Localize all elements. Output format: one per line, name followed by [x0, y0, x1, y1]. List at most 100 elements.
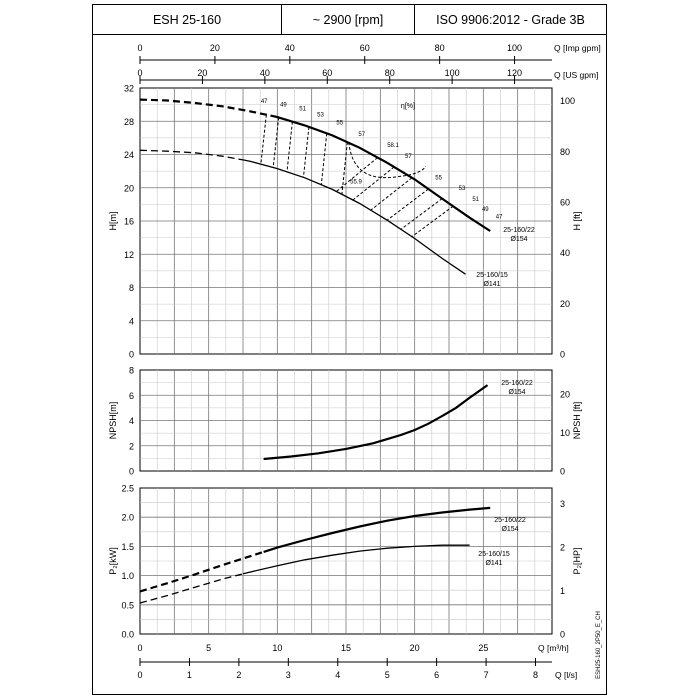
head-ytick-label: 28 [124, 117, 134, 127]
head-ytick-right-label: 80 [560, 147, 570, 157]
npsh-ytick-label: 4 [129, 416, 134, 426]
pump-curve-sheet: ESH 25-160 ~ 2900 [rpm] ISO 9906:2012 - … [92, 4, 607, 695]
head-ytick-right-label: 60 [560, 197, 570, 207]
imp-gpm-tick-label: 60 [360, 43, 370, 53]
imp-gpm-tick-label: 0 [137, 43, 142, 53]
power-label-15-name: 25-160/15 [478, 551, 510, 558]
power-ytick-right-label: 2 [560, 542, 565, 552]
imp-gpm-tick-label: 40 [285, 43, 295, 53]
npsh-ylabel-right: NPSH [ft] [572, 402, 582, 440]
power-ytick-label: 2.0 [121, 513, 134, 523]
m3h-tick-label: 15 [341, 643, 351, 653]
us-gpm-tick-label: 60 [322, 68, 332, 78]
npsh-curve-22 [263, 384, 489, 461]
head-ytick-right-label: 20 [560, 299, 570, 309]
ls-tick-label: 7 [484, 670, 489, 680]
head-ytick-label: 32 [124, 84, 134, 94]
power-ylabel-right: P₂[HP] [572, 548, 582, 575]
ls-tick-label: 3 [286, 670, 291, 680]
imp-gpm-tick-label: 20 [210, 43, 220, 53]
ls-tick-label: 8 [533, 670, 538, 680]
header-model: ESH 25-160 [93, 5, 282, 35]
npsh-ylabel: NPSH[m] [108, 402, 118, 440]
efficiency-label: 47 [496, 215, 503, 221]
head-ytick-right-label: 40 [560, 248, 570, 258]
power-curve-15 [242, 544, 470, 575]
ls-tick-label: 4 [335, 670, 340, 680]
m3h-tick-label: 0 [137, 643, 142, 653]
head-label-15-name: 25-160/15 [476, 272, 508, 279]
ls-tick-label: 6 [434, 670, 439, 680]
npsh-label-22-diameter: Ø154 [508, 389, 525, 396]
imp-gpm-axis-label: Q [Imp gpm] [554, 43, 601, 53]
efficiency-label: 55 [435, 175, 442, 181]
power-label-22-name: 25-160/22 [494, 517, 526, 524]
efficiency-iso-line [336, 157, 378, 192]
power-ytick-right-label: 1 [560, 586, 565, 596]
efficiency-label: 49 [280, 102, 287, 108]
efficiency-label: 57 [358, 132, 365, 138]
side-code: ESH25-160_2P50_E_CH [596, 611, 602, 679]
m3h-tick-label: 20 [410, 643, 420, 653]
efficiency-label: 53 [459, 186, 466, 192]
efficiency-iso-line [400, 198, 443, 230]
power-curve-22-dashed [139, 550, 264, 593]
npsh-label-22-name: 25-160/22 [501, 380, 533, 387]
power-curve-15-dashed [139, 573, 244, 604]
npsh-ytick-right-label: 0 [560, 467, 565, 477]
ls-tick-label: 5 [385, 670, 390, 680]
efficiency-label: 57 [405, 154, 412, 160]
npsh-ytick-label: 6 [129, 391, 134, 401]
head-curve-22-dashed [139, 98, 271, 117]
head-label-22-name: 25-160/22 [503, 227, 535, 234]
power-curve-22 [263, 506, 491, 553]
head-ytick-label: 16 [124, 217, 134, 227]
efficiency-best-loop [348, 141, 427, 179]
head-label-22-diameter: Ø154 [510, 236, 527, 243]
npsh-ytick-label: 8 [129, 366, 134, 376]
head-ytick-label: 20 [124, 183, 134, 193]
efficiency-iso-line [386, 188, 429, 221]
us-gpm-tick-label: 100 [445, 68, 460, 78]
us-gpm-tick-label: 40 [260, 68, 270, 78]
m3h-tick-label: 5 [206, 643, 211, 653]
efficiency-iso-line [302, 126, 310, 178]
power-ytick-label: 0.0 [121, 630, 134, 640]
power-ytick-label: 1.0 [121, 571, 134, 581]
efficiency-label: 53 [317, 112, 324, 118]
head-ytick-label: 8 [129, 283, 134, 293]
imp-gpm-tick-label: 100 [507, 43, 522, 53]
power-ytick-label: 2.5 [121, 484, 134, 494]
npsh-ytick-label: 0 [129, 467, 134, 477]
head-curve-15-dashed [139, 149, 244, 161]
head-ytick-label: 24 [124, 150, 134, 160]
ls-tick-label: 1 [187, 670, 192, 680]
m3h-axis-label: Q [m³/h] [538, 643, 569, 653]
efficiency-label: 47 [261, 99, 268, 105]
efficiency-label: 55 [336, 121, 343, 127]
head-curve-22 [270, 114, 491, 232]
power-ytick-right-label: 3 [560, 499, 565, 509]
head-ytick-right-label: 100 [560, 96, 575, 106]
head-ylabel-right: H [ft] [572, 211, 582, 230]
efficiency-label: 51 [472, 197, 479, 203]
efficiency-label: 51 [299, 106, 306, 112]
header-standard: ISO 9906:2012 - Grade 3B [415, 5, 606, 35]
ls-tick-label: 0 [137, 670, 142, 680]
efficiency-iso-line [370, 177, 413, 211]
m3h-tick-label: 25 [478, 643, 488, 653]
efficiency-iso-line [272, 117, 280, 168]
efficiency-iso-line [341, 142, 348, 195]
imp-gpm-tick-label: 80 [435, 43, 445, 53]
power-label-15-diameter: Ø141 [485, 560, 502, 567]
ls-tick-label: 2 [236, 670, 241, 680]
us-gpm-axis-label: Q [US gpm] [554, 70, 598, 80]
efficiency-label: 58.1 [387, 143, 399, 149]
us-gpm-tick-label: 80 [385, 68, 395, 78]
efficiency-iso-line [411, 205, 454, 238]
us-gpm-tick-label: 0 [137, 68, 142, 78]
power-ytick-label: 1.5 [121, 542, 134, 552]
header-speed: ~ 2900 [rpm] [282, 5, 415, 35]
head-ytick-right-label: 0 [560, 350, 565, 360]
